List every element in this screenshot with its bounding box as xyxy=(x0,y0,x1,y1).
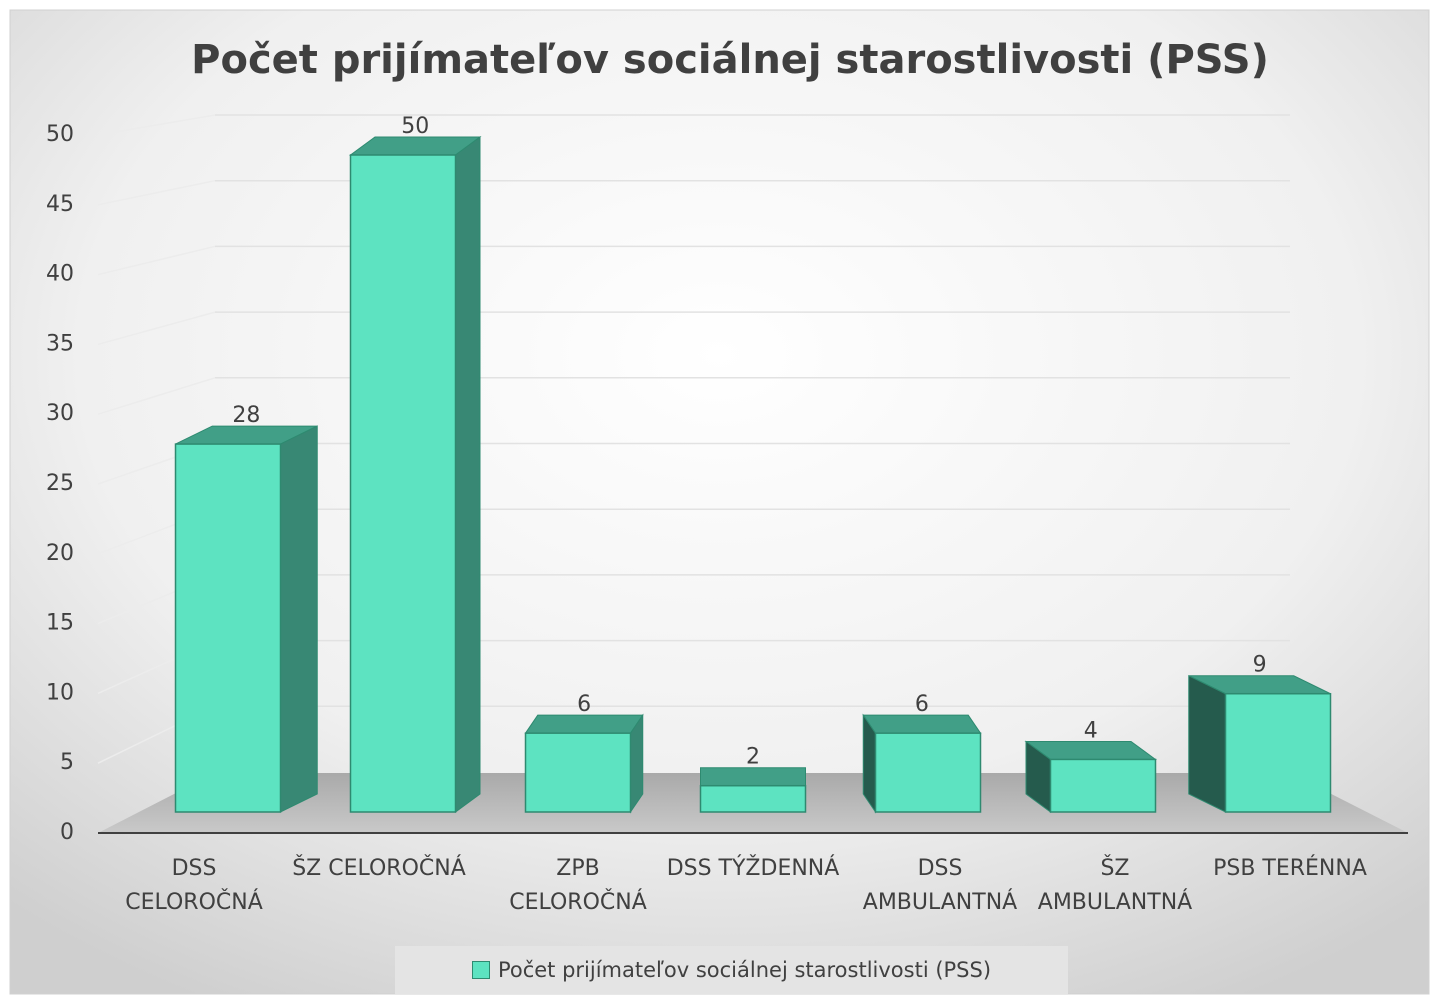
data-label: 50 xyxy=(401,114,429,139)
bar xyxy=(1188,674,1332,813)
bar-side xyxy=(280,425,318,813)
bar-side xyxy=(630,713,644,814)
y-tick-label: 35 xyxy=(46,331,74,356)
y-tick-label: 25 xyxy=(46,471,74,496)
bar-front xyxy=(874,732,982,813)
data-label: 28 xyxy=(232,403,260,428)
bar xyxy=(862,713,982,814)
data-label: 2 xyxy=(746,745,760,770)
bar-top xyxy=(862,714,982,734)
data-label: 9 xyxy=(1253,653,1267,678)
y-tick-label: 15 xyxy=(46,611,74,636)
grid-line-side xyxy=(97,114,216,136)
bar xyxy=(699,767,807,813)
bar-front xyxy=(1049,758,1157,813)
legend-label: Počet prijímateľov sociálnej starostlivo… xyxy=(497,958,992,982)
y-tick-label: 45 xyxy=(46,192,74,217)
bar-front xyxy=(174,443,282,813)
x-tick-label: DSS CELOROČNÁ xyxy=(125,856,263,915)
bar-top xyxy=(524,714,644,734)
y-tick-label: 40 xyxy=(46,262,74,287)
x-tick-label: ŠZ AMBULANTNÁ xyxy=(1037,856,1193,915)
bar-front xyxy=(1224,692,1332,813)
x-tick-label: ZPB CELOROČNÁ xyxy=(509,856,647,915)
y-tick-label: 5 xyxy=(60,750,74,775)
bar-front xyxy=(349,154,457,813)
y-tick-label: 30 xyxy=(46,401,74,426)
x-tick-label: DSS TÝŽDENNÁ xyxy=(666,856,840,881)
chart-title: Počet prijímateľov sociálnej starostlivo… xyxy=(191,37,1269,83)
bar-front xyxy=(524,732,632,813)
bar xyxy=(348,136,482,813)
data-label: 4 xyxy=(1084,718,1098,743)
grid-line-side xyxy=(97,377,216,415)
grid-line-side xyxy=(97,311,216,346)
bar-front xyxy=(699,784,807,813)
data-label: 6 xyxy=(915,692,929,717)
data-label: 6 xyxy=(577,692,591,717)
x-tick-label: DSS AMBULANTNÁ xyxy=(862,856,1018,915)
grid-line-side xyxy=(97,245,216,276)
grid-line-side xyxy=(97,179,216,206)
x-tick-label: ŠZ CELOROČNÁ xyxy=(292,856,466,881)
y-tick-label: 20 xyxy=(46,541,74,566)
bar xyxy=(174,425,318,813)
y-tick-label: 10 xyxy=(46,680,74,705)
bar xyxy=(524,713,644,814)
bar-top xyxy=(700,767,806,787)
legend-swatch xyxy=(471,961,490,979)
bar xyxy=(1024,740,1158,813)
bar-side xyxy=(455,136,481,813)
bar-side xyxy=(1188,674,1226,813)
x-tick-label: PSB TERÉNNA xyxy=(1213,856,1367,881)
legend: Počet prijímateľov sociálnej starostlivo… xyxy=(395,946,1068,994)
y-tick-label: 0 xyxy=(60,820,74,845)
bar-side xyxy=(862,713,876,814)
y-tick-label: 50 xyxy=(46,122,74,147)
